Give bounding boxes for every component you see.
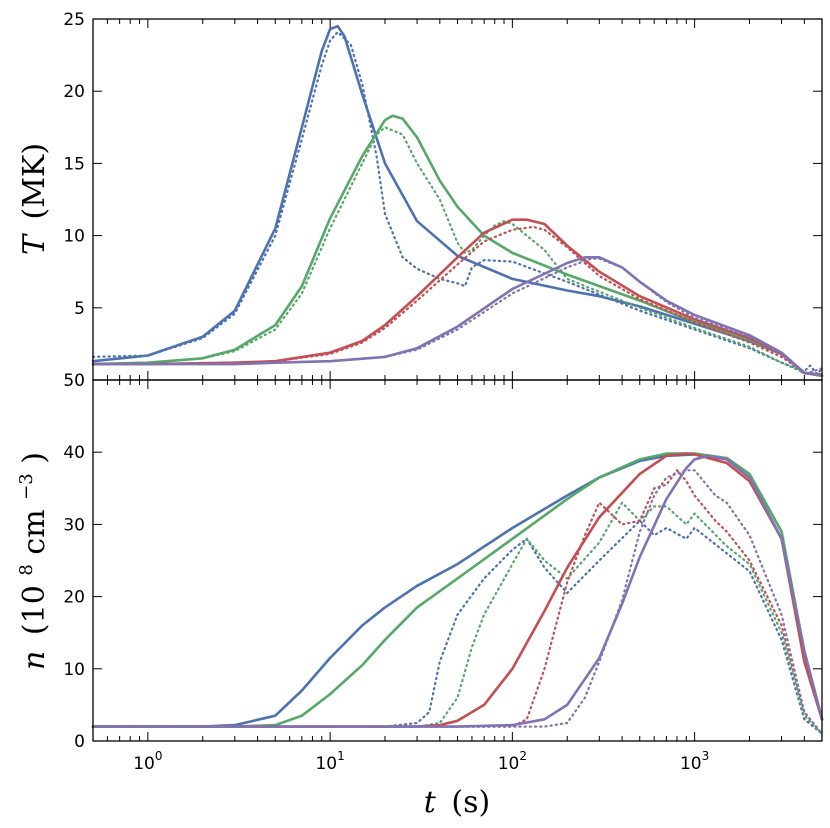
- panel-temperature: 5 10 15 20 25: [63, 10, 824, 381]
- y-axis-label-temperature-unit: (MK): [17, 143, 52, 220]
- density-series-red-solid: [91, 452, 824, 728]
- density-curves: [91, 452, 824, 735]
- density-series-red-dotted: [91, 469, 824, 735]
- x-tick-label-base: 10: [133, 754, 155, 774]
- temperature-series-red-solid: [91, 218, 824, 377]
- temperature-curves: [91, 24, 824, 377]
- y-axis-label-density-var: n: [17, 651, 52, 670]
- density-y-tick-label: 50: [63, 371, 85, 391]
- y-axis-label-density: n (10 8 cm −3 ): [5, 452, 52, 670]
- density-series-green-solid: [91, 452, 824, 728]
- x-tick-label-exp: 2: [519, 749, 527, 763]
- x-tick-label-exp: 3: [702, 749, 710, 763]
- density-y-tick-label: 40: [63, 443, 85, 463]
- temperature-series-purple-dotted: [91, 257, 824, 376]
- temperature-y-tick-label: 5: [74, 299, 85, 319]
- x-tick-label: 101: [315, 749, 344, 774]
- x-tick-label-exp: 1: [337, 749, 345, 763]
- temperature-series-blue-dotted: [91, 30, 824, 376]
- x-tick-label-base: 10: [315, 754, 337, 774]
- x-tick-label-exp: 0: [155, 749, 163, 763]
- temperature-y-tick-label: 10: [63, 227, 85, 247]
- temperature-series-green-dotted: [91, 126, 824, 376]
- x-tick-label-base: 10: [680, 754, 702, 774]
- temperature-y-tick-label: 25: [63, 10, 85, 30]
- x-tick-label: 103: [680, 749, 709, 774]
- x-axis-label-var: t: [424, 785, 437, 820]
- x-tick-label: 100: [133, 749, 162, 774]
- temperature-series-red-dotted: [91, 225, 824, 376]
- y-axis-label-temperature-var: T: [17, 233, 52, 255]
- density-y-tick-label: 0: [74, 732, 85, 752]
- y-axis-label-density-prefix: (10: [17, 585, 52, 635]
- y-axis-label-density-unit: cm: [17, 509, 52, 554]
- density-y-tick-label: 30: [63, 515, 85, 535]
- temperature-y-tick-label: 20: [63, 82, 85, 102]
- density-y-tick-label: 10: [63, 660, 85, 680]
- density-series-green-dotted: [91, 501, 824, 735]
- x-axis-label: t (s): [424, 785, 490, 820]
- y-axis-label-density-exp1: 8: [16, 564, 37, 575]
- density-y-tick-label: 20: [63, 588, 85, 608]
- x-tick-label: 102: [498, 749, 527, 774]
- density-series-blue-solid: [91, 453, 824, 728]
- density-series-blue-dotted: [91, 519, 824, 735]
- density-series-purple-dotted: [91, 469, 824, 735]
- temperature-y-tick-label: 15: [63, 154, 85, 174]
- y-axis-label-density-exp2: −3: [16, 473, 37, 500]
- y-axis-label-temperature: T (MK): [17, 143, 52, 255]
- temperature-series-green-solid: [91, 114, 824, 377]
- panel-density-frame: [92, 379, 823, 742]
- x-axis-label-unit: (s): [451, 785, 490, 820]
- x-tick-label-base: 10: [498, 754, 520, 774]
- y-axis-label-density-suffix: ): [17, 452, 52, 464]
- density-series-purple-solid: [91, 454, 824, 728]
